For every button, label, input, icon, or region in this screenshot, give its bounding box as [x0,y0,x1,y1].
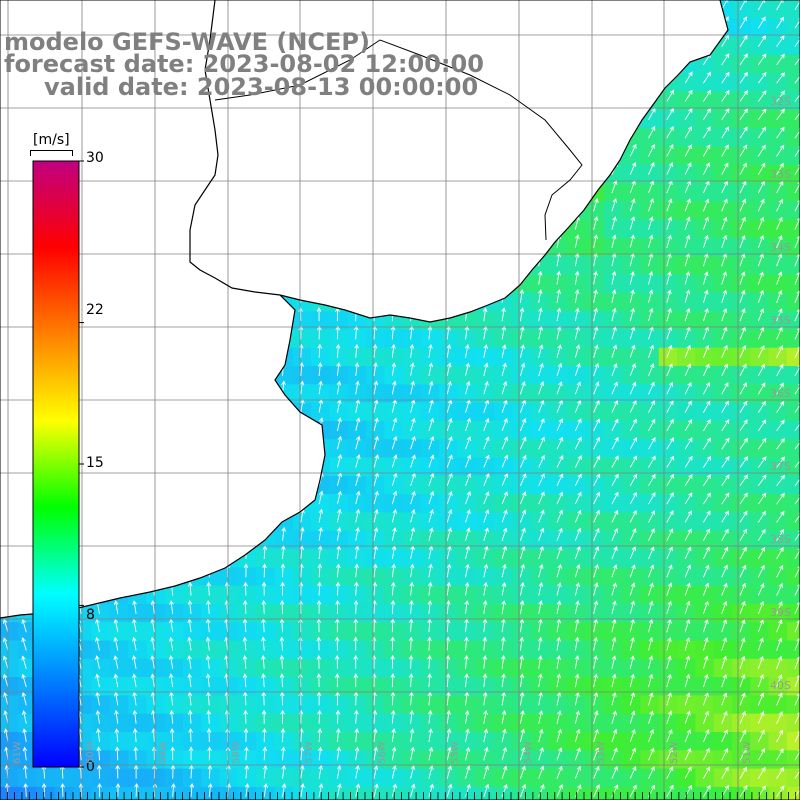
lon-label: 57W [304,741,315,764]
lat-label: 38S [770,533,791,546]
lat-label: 37S [770,460,791,473]
lat-label: 40S [770,679,791,692]
coastline [0,0,729,619]
colorbar-tick-8: 8 [86,607,95,623]
lat-label: 36S [770,387,791,400]
colorbar-tick-30: 30 [86,150,104,166]
lon-label: 54W [523,741,534,764]
lon-label: 59W [158,741,169,764]
lat-label: 39S [770,606,791,619]
land-mass [0,0,728,618]
lon-label: 53W [596,741,607,764]
bottom-axis-ticks [0,792,797,800]
colorbar-tick-0: 0 [86,759,95,775]
lon-label: 52W [669,741,680,764]
lon-label: 55W [450,741,461,764]
lat-label: 32S [770,95,791,108]
lat-label: 35S [770,314,791,327]
lon-label: 51W [742,741,753,764]
lon-label: 61W [12,741,23,764]
border-river-line [214,39,583,241]
title-valid-date: valid date: 2023-08-13 00:00:00 [44,73,479,101]
lat-label: 33S [770,168,791,181]
lon-label: 58W [231,741,242,764]
lon-label: 60W [85,741,96,764]
title-model: modelo GEFS-WAVE (NCEP) [4,28,370,56]
title-forecast-date: forecast date: 2023-08-02 12:00:00 [4,50,484,78]
lon-label: 56W [377,741,388,764]
colorbar-unit-label: [m/s] [30,132,73,156]
colorbar-tick-22: 22 [86,302,104,318]
colorbar-tick-15: 15 [86,455,104,471]
colorbar [32,160,84,768]
lat-label: 34S [770,241,791,254]
